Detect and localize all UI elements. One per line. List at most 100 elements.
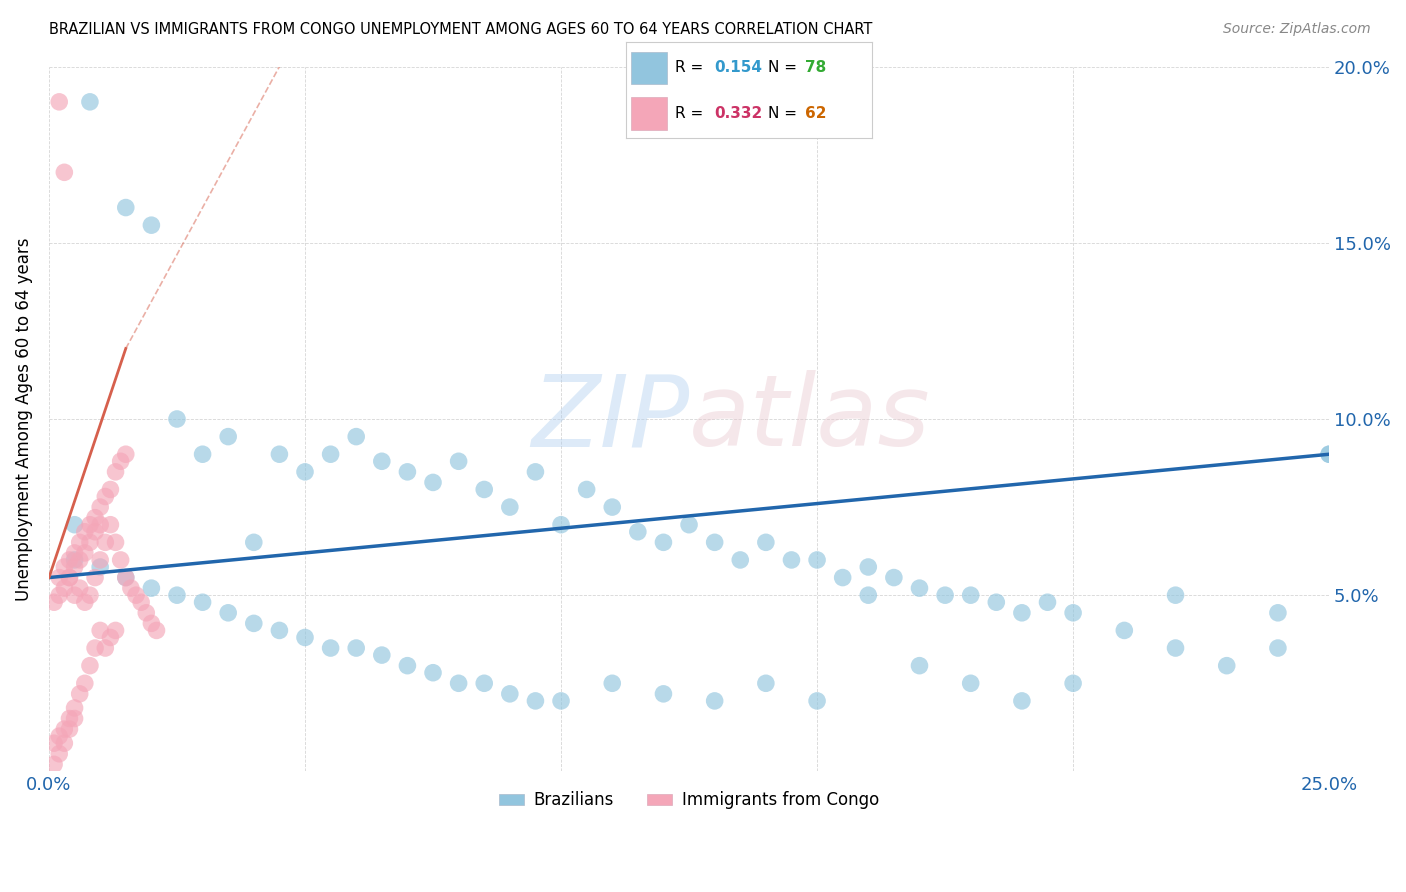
Point — [396, 658, 419, 673]
Point — [166, 412, 188, 426]
Point — [1062, 676, 1084, 690]
Point — [319, 641, 342, 656]
Point — [524, 694, 547, 708]
Point — [730, 553, 752, 567]
Point — [627, 524, 650, 539]
Point — [294, 631, 316, 645]
Point — [63, 712, 86, 726]
Point — [53, 165, 76, 179]
Point — [73, 676, 96, 690]
Point — [48, 747, 70, 761]
Point — [63, 701, 86, 715]
Point — [53, 722, 76, 736]
Point — [120, 581, 142, 595]
Point — [104, 624, 127, 638]
Point — [79, 658, 101, 673]
Point — [652, 535, 675, 549]
Point — [84, 510, 107, 524]
Point — [217, 606, 239, 620]
Point — [1317, 447, 1340, 461]
Point — [831, 570, 853, 584]
Text: Source: ZipAtlas.com: Source: ZipAtlas.com — [1223, 22, 1371, 37]
Point — [959, 588, 981, 602]
Point — [84, 641, 107, 656]
Point — [69, 553, 91, 567]
Point — [69, 581, 91, 595]
Point — [703, 694, 725, 708]
Point — [217, 429, 239, 443]
Point — [104, 465, 127, 479]
Point — [191, 595, 214, 609]
Point — [84, 524, 107, 539]
Point — [447, 676, 470, 690]
Point — [755, 676, 778, 690]
Point — [396, 465, 419, 479]
Point — [499, 500, 522, 514]
Point — [1011, 694, 1033, 708]
Point — [858, 588, 880, 602]
Text: BRAZILIAN VS IMMIGRANTS FROM CONGO UNEMPLOYMENT AMONG AGES 60 TO 64 YEARS CORREL: BRAZILIAN VS IMMIGRANTS FROM CONGO UNEMP… — [49, 22, 873, 37]
Point — [755, 535, 778, 549]
Point — [110, 454, 132, 468]
Point — [129, 595, 152, 609]
Point — [1036, 595, 1059, 609]
Point — [319, 447, 342, 461]
Point — [135, 606, 157, 620]
Point — [63, 560, 86, 574]
Point — [58, 570, 80, 584]
Point — [89, 517, 111, 532]
Point — [499, 687, 522, 701]
Point — [141, 581, 163, 595]
FancyBboxPatch shape — [630, 97, 668, 129]
Legend: Brazilians, Immigrants from Congo: Brazilians, Immigrants from Congo — [492, 785, 886, 816]
Point — [806, 694, 828, 708]
Text: R =: R = — [675, 61, 703, 76]
Text: N =: N = — [768, 106, 797, 120]
Point — [79, 517, 101, 532]
Y-axis label: Unemployment Among Ages 60 to 64 years: Unemployment Among Ages 60 to 64 years — [15, 237, 32, 600]
Point — [1011, 606, 1033, 620]
Point — [1215, 658, 1237, 673]
Point — [89, 624, 111, 638]
Point — [58, 553, 80, 567]
Point — [94, 535, 117, 549]
Point — [883, 570, 905, 584]
Point — [575, 483, 598, 497]
Point — [986, 595, 1008, 609]
Point — [104, 535, 127, 549]
Point — [89, 553, 111, 567]
Point — [652, 687, 675, 701]
Point — [53, 581, 76, 595]
Point — [908, 581, 931, 595]
Point — [58, 712, 80, 726]
Point — [42, 736, 65, 750]
Point — [294, 465, 316, 479]
Point — [806, 553, 828, 567]
Point — [53, 736, 76, 750]
Point — [114, 201, 136, 215]
Text: 0.332: 0.332 — [714, 106, 762, 120]
Point — [89, 560, 111, 574]
Point — [84, 570, 107, 584]
Point — [472, 483, 495, 497]
Point — [858, 560, 880, 574]
Point — [63, 588, 86, 602]
Point — [1164, 641, 1187, 656]
Point — [69, 687, 91, 701]
Text: N =: N = — [768, 61, 797, 76]
Point — [100, 631, 122, 645]
Point — [550, 517, 572, 532]
Point — [79, 588, 101, 602]
Point — [79, 95, 101, 109]
Point — [524, 465, 547, 479]
Point — [422, 475, 444, 490]
FancyBboxPatch shape — [630, 52, 668, 85]
Point — [94, 490, 117, 504]
Point — [550, 694, 572, 708]
Point — [371, 454, 394, 468]
Point — [908, 658, 931, 673]
Point — [73, 595, 96, 609]
Point — [63, 553, 86, 567]
Point — [269, 447, 291, 461]
Point — [934, 588, 956, 602]
